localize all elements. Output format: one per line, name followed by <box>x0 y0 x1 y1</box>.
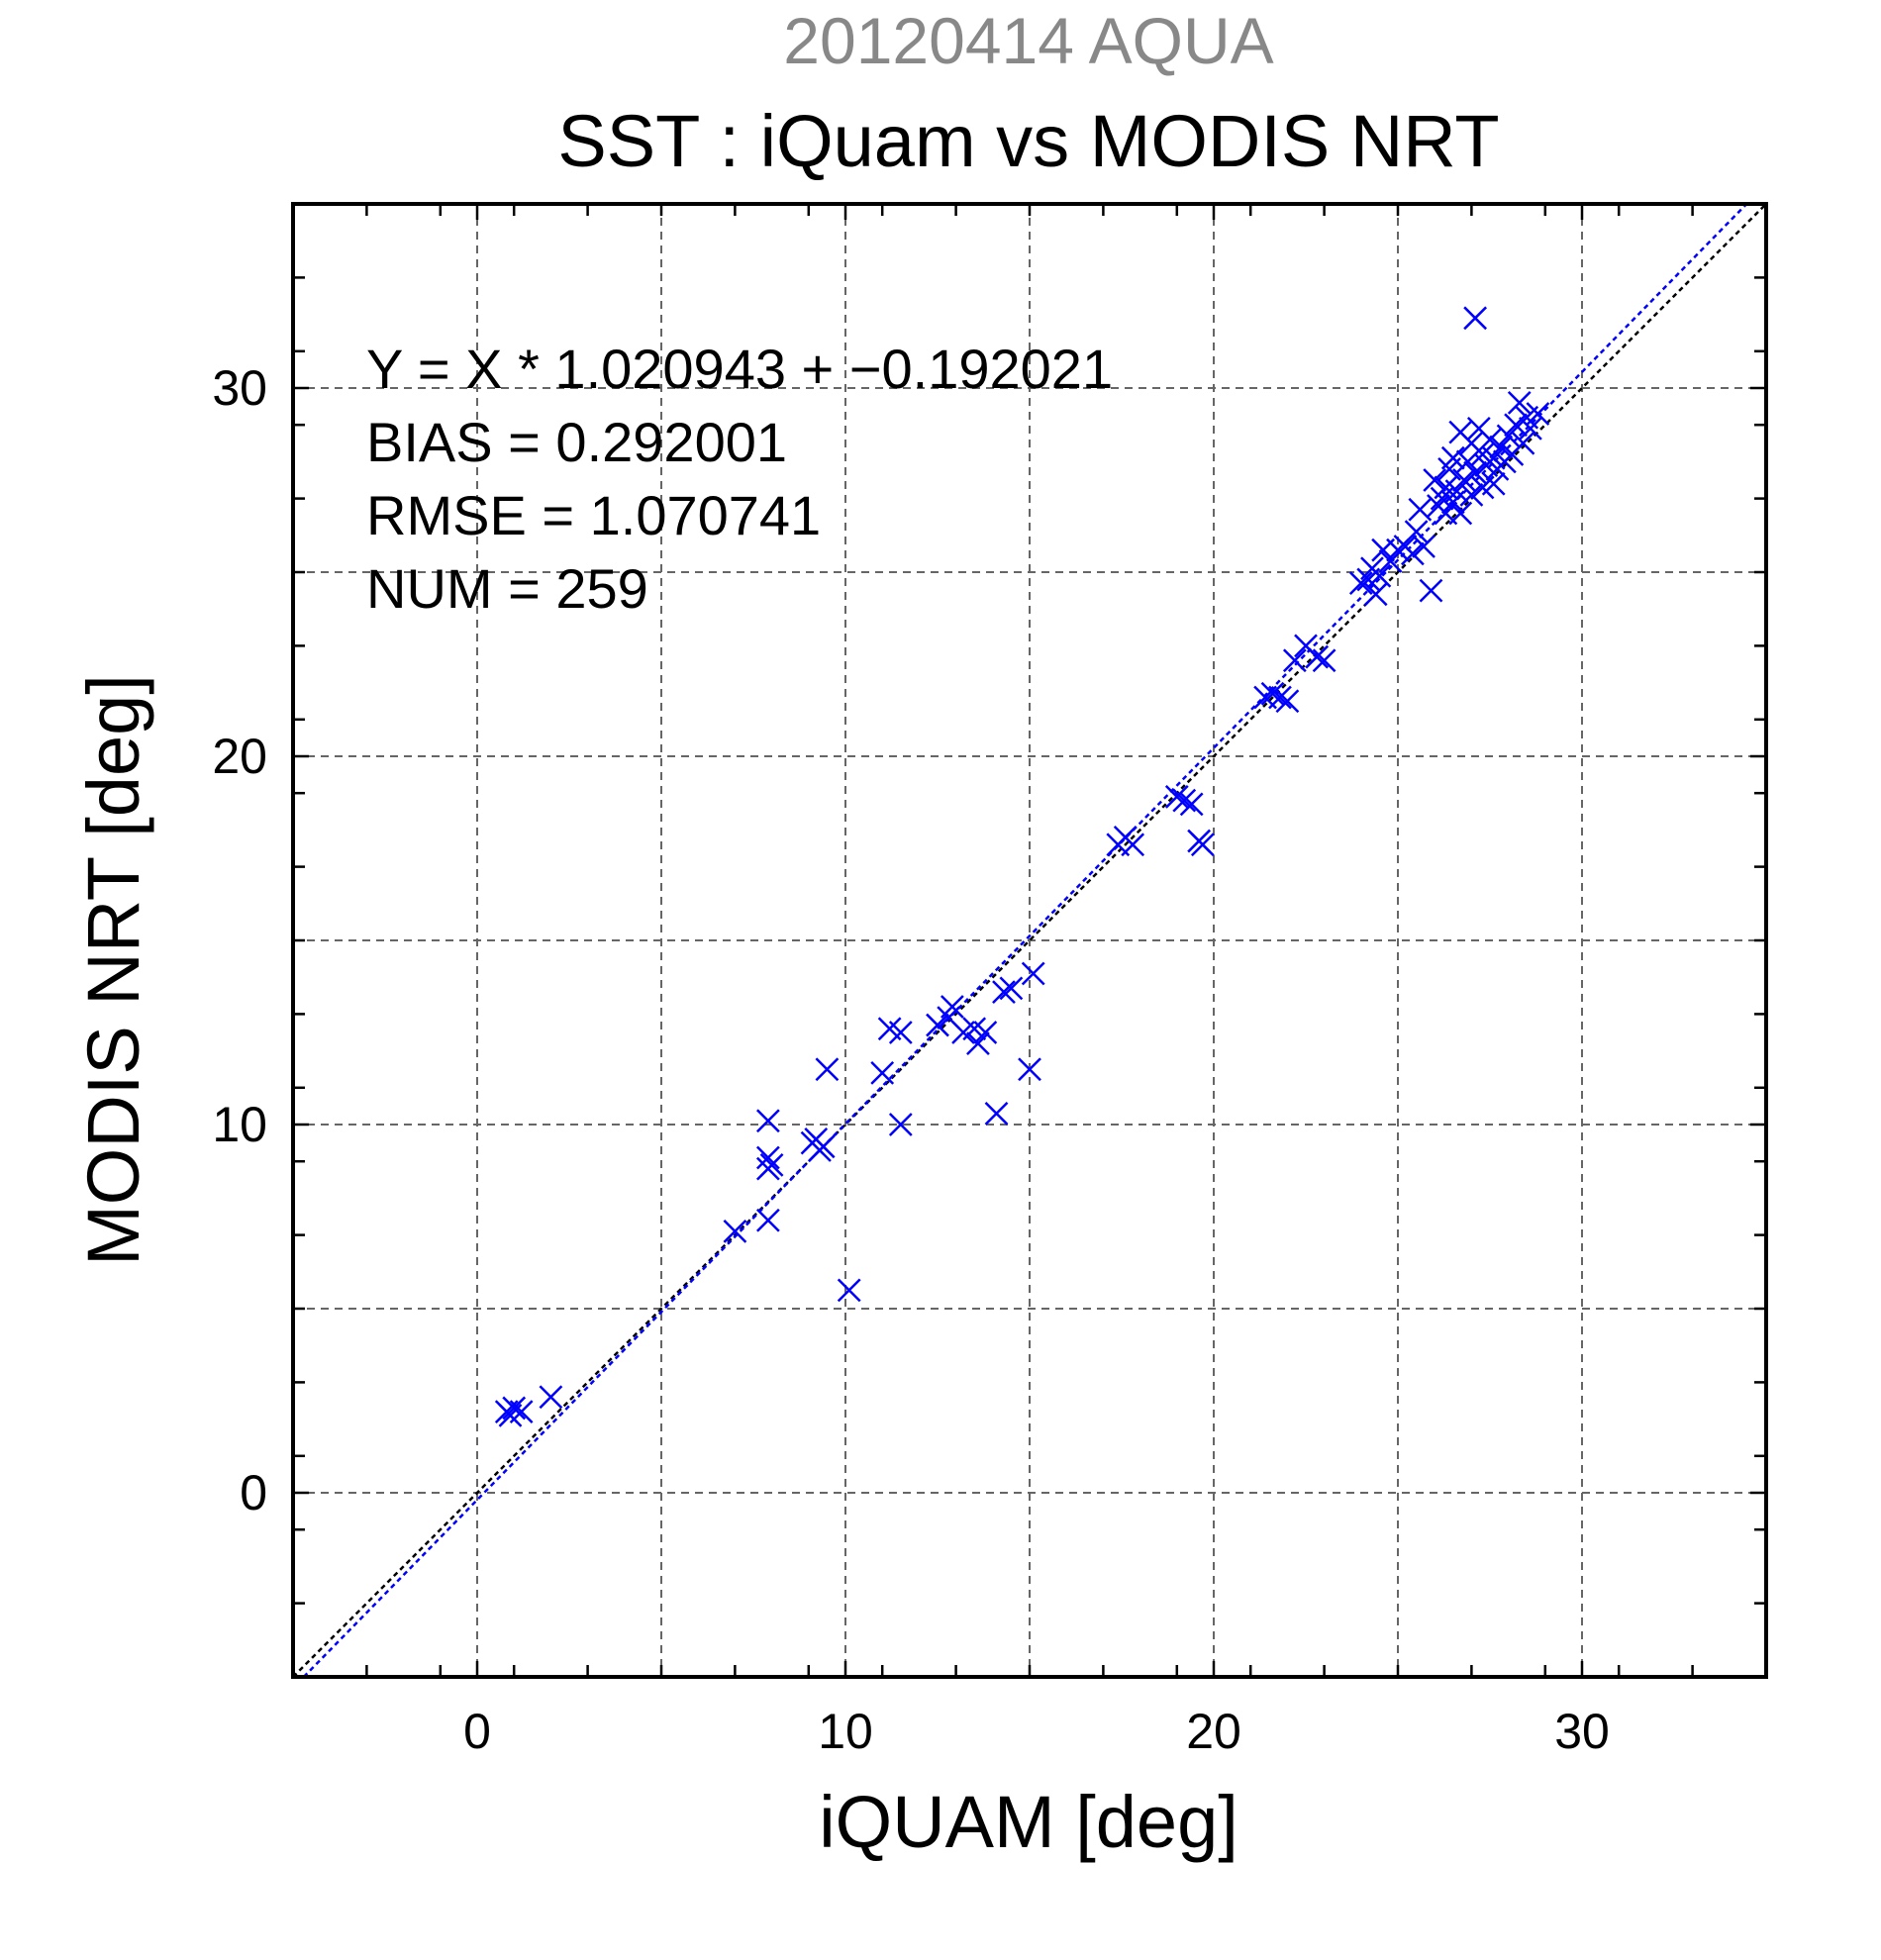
x-axis-title: iQUAM [deg] <box>819 1781 1238 1863</box>
x-tick-label: 10 <box>818 1704 873 1759</box>
data-point <box>870 1061 895 1085</box>
data-point <box>811 1134 836 1159</box>
data-point <box>755 1109 780 1133</box>
data-point <box>1179 792 1204 817</box>
data-point <box>1496 424 1521 448</box>
data-point <box>1448 501 1473 526</box>
data-point <box>1260 681 1285 706</box>
data-point <box>723 1219 747 1243</box>
regression-equation: Y = X * 1.020943 + −0.192021 <box>366 338 1113 400</box>
data-point <box>1190 833 1215 857</box>
data-point <box>1489 435 1514 459</box>
data-point <box>1507 390 1532 415</box>
y-tick-label: 0 <box>240 1465 267 1520</box>
x-tick-label: 0 <box>463 1704 491 1759</box>
axis-ticks <box>291 202 1768 1679</box>
data-point <box>837 1278 861 1303</box>
rmse-stat: RMSE = 1.070741 <box>366 484 821 546</box>
data-point <box>888 1113 913 1136</box>
data-point <box>1386 538 1410 562</box>
tick-labels: 0 10 20 30 0 10 20 30 <box>212 360 1609 1759</box>
data-point <box>755 1145 780 1170</box>
y-tick-label: 10 <box>212 1097 267 1152</box>
data-point <box>1363 582 1388 607</box>
data-point <box>1504 413 1528 438</box>
data-point <box>815 1057 840 1082</box>
chart-title: SST : iQuam vs MODIS NRT <box>557 100 1499 182</box>
data-point <box>1419 578 1443 603</box>
data-point <box>539 1385 563 1410</box>
data-point <box>1452 468 1476 492</box>
data-point <box>1164 785 1189 809</box>
data-point <box>509 1400 534 1424</box>
data-point <box>1121 833 1145 857</box>
data-point <box>1305 644 1330 669</box>
y-tick-label: 30 <box>212 360 267 416</box>
data-point <box>1478 428 1502 451</box>
data-point <box>1423 468 1447 492</box>
data-point <box>1268 685 1292 710</box>
data-point <box>1463 460 1488 485</box>
y-axis-title: MODIS NRT [deg] <box>72 674 154 1266</box>
data-point <box>1348 571 1373 596</box>
data-point <box>1444 479 1469 504</box>
data-point <box>1404 520 1429 543</box>
data-point <box>1511 431 1535 455</box>
data-point <box>1312 648 1336 673</box>
grid-lines <box>293 204 1766 1677</box>
data-point <box>1408 497 1433 522</box>
x-tick-label: 30 <box>1554 1704 1610 1759</box>
data-point <box>1459 482 1484 507</box>
y-tick-label: 20 <box>212 729 267 784</box>
data-point <box>1018 1057 1041 1082</box>
data-point <box>755 1208 780 1232</box>
data-points <box>494 306 1550 1427</box>
data-point <box>1021 961 1045 986</box>
num-stat: NUM = 259 <box>366 557 648 620</box>
data-point <box>759 1153 784 1177</box>
data-point <box>1455 449 1480 474</box>
data-point <box>1519 417 1542 441</box>
data-point <box>1400 541 1425 566</box>
data-point <box>502 1396 527 1421</box>
data-point <box>966 1031 990 1056</box>
data-point <box>1172 788 1197 813</box>
data-point <box>926 1013 949 1037</box>
data-point <box>1412 535 1436 558</box>
data-point <box>888 1021 913 1044</box>
data-point <box>1463 306 1488 331</box>
data-point <box>1275 689 1300 714</box>
data-point <box>973 1021 998 1044</box>
data-point <box>984 1101 1009 1126</box>
chart-supertitle: 20120414 AQUA <box>783 4 1273 77</box>
data-point <box>1481 471 1506 496</box>
data-point <box>1440 445 1465 470</box>
data-point <box>1367 563 1392 588</box>
data-point <box>999 976 1024 1001</box>
bias-stat: BIAS = 0.292001 <box>366 411 787 473</box>
data-point <box>1526 402 1550 426</box>
data-point <box>992 980 1016 1004</box>
data-point <box>940 995 964 1019</box>
data-point <box>1282 648 1307 673</box>
x-tick-label: 20 <box>1186 1704 1241 1759</box>
